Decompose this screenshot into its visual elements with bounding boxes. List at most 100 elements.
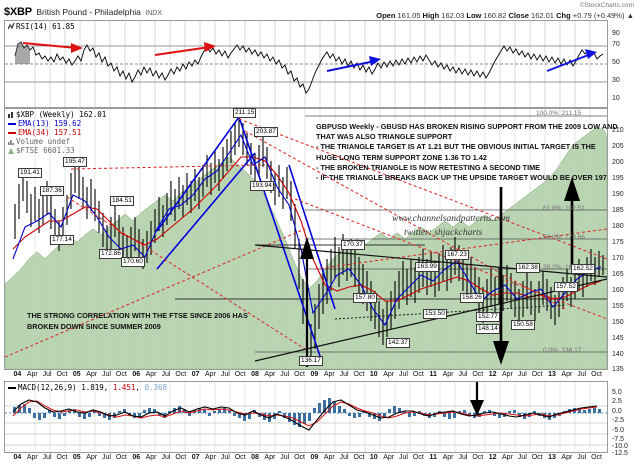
- main-annotation: GBPUSD Weekly - GBUSD HAS BROKEN RISING …: [316, 122, 618, 183]
- x-axis-tick-oct: Oct: [472, 454, 484, 461]
- x-axis-tick-apr: Apr: [145, 371, 157, 378]
- rsi-divergence-arrow: [22, 42, 83, 53]
- price-tick-170: 170: [612, 255, 624, 262]
- rsi-tick-90: 90: [612, 30, 620, 37]
- rsi-tick-10: 10: [612, 95, 620, 102]
- x-axis-tick-apr: Apr: [383, 371, 395, 378]
- price-tick-145: 145: [612, 335, 624, 342]
- macd-legend: MACD(12,26,9) 1.819, 1.451, 0.368: [8, 383, 167, 392]
- x-axis-tick-apr: Apr: [502, 454, 513, 461]
- x-axis-tick-10: 10: [369, 371, 378, 378]
- price-tick-155: 155: [612, 303, 624, 310]
- fib-label-618: 61.8%: 182.51: [543, 205, 585, 212]
- price-tag: 152.77: [476, 312, 500, 322]
- annotation-line-6: - IF THE TRIANGLE BREAKS BACK UP THE UPS…: [316, 173, 607, 183]
- x-axis-tick-apr: Apr: [86, 371, 98, 378]
- price-tag: 170.37: [341, 240, 365, 250]
- x-axis-tick-oct: Oct: [234, 371, 246, 378]
- x-axis-tick-apr: Apr: [205, 454, 216, 461]
- price-tick-165: 165: [612, 271, 624, 278]
- x-axis-tick-jul: Jul: [339, 454, 349, 461]
- chg-label: Chg: [556, 11, 571, 20]
- rsi-legend-text: RSI(14) 61.85: [16, 22, 75, 31]
- x-axis-tick-jul: Jul: [280, 371, 290, 378]
- price-tag: 167.23: [445, 250, 469, 260]
- price-tick-160: 160: [612, 287, 624, 294]
- price-tag: 184.51: [110, 196, 134, 206]
- x-axis-tick-oct: Oct: [115, 454, 127, 461]
- macd-tick-0: 0.0: [612, 408, 622, 415]
- x-axis-tick-oct: Oct: [234, 454, 246, 461]
- ftse-note-line-2: BROKEN DOWN SINCE SUMMER 2009: [27, 322, 161, 331]
- x-axis-tick-jul: Jul: [458, 371, 468, 378]
- price-tag: 162.52: [571, 264, 595, 274]
- chg-up-arrow-icon: ▲: [626, 11, 634, 20]
- x-axis-tick-06: 06: [132, 371, 141, 378]
- price-tick-140: 140: [612, 351, 624, 358]
- price-tick-185: 185: [612, 207, 624, 214]
- x-axis-tick-oct: Oct: [294, 454, 306, 461]
- macd-tick-2p5: 2.5: [612, 398, 622, 405]
- x-axis-tick-04: 04: [13, 371, 22, 378]
- x-axis-bottom: 04 Apr Jul Oct 05 Apr Jul Oct 06 Apr Jul Oct 07 Apr Ju…: [4, 454, 608, 464]
- rising-channel-blue: [156, 116, 256, 270]
- ftse-icon: [8, 147, 15, 154]
- x-axis-tick-jul: Jul: [577, 454, 587, 461]
- x-axis-tick-jul: Jul: [339, 371, 349, 378]
- price-tick-150: 150: [612, 319, 624, 326]
- x-axis-tick-08: 08: [251, 454, 259, 461]
- x-axis-tick-jul: Jul: [399, 371, 408, 378]
- ema34-legend-text: EMA(34) 157.51: [18, 128, 82, 137]
- x-axis-tick-11: 11: [429, 371, 437, 378]
- x-axis-tick-oct: Oct: [591, 371, 603, 378]
- x-axis-tick-oct: Oct: [294, 371, 306, 378]
- open-label: Open: [376, 11, 396, 20]
- annotation-line-3: - THE TRIANGLE TARGET IS AT 1.21 BUT THE…: [316, 142, 596, 152]
- x-axis-tick-oct: Oct: [472, 371, 484, 378]
- x-axis-tick-apr: Apr: [323, 454, 335, 461]
- price-tick-210: 210: [612, 127, 624, 134]
- price-tag: 211.15: [233, 108, 257, 118]
- macd-chart-svg: [5, 382, 607, 452]
- fib-label-382: 38.2%: 164.81: [543, 264, 585, 271]
- x-axis-tick-05: 05: [72, 454, 81, 461]
- macd-legend-name: MACD(12,26,9): [18, 383, 77, 392]
- x-axis-tick-apr: Apr: [383, 454, 395, 461]
- rsi-legend: RSI(14) 61.85: [7, 22, 75, 31]
- x-axis-tick-apr: Apr: [86, 454, 98, 461]
- macd-tick-m10: -10.0: [612, 443, 628, 450]
- rsi-plot-area: [5, 21, 607, 107]
- x-axis-tick-jul: Jul: [399, 454, 408, 461]
- x-axis-tick-oct: Oct: [175, 454, 187, 461]
- x-axis-tick-apr: Apr: [502, 371, 513, 378]
- x-axis-tick-apr: Apr: [442, 454, 454, 461]
- macd-panel: MACD(12,26,9) 1.819, 1.451, 0.368: [4, 381, 608, 453]
- x-axis-tick-apr: Apr: [442, 371, 454, 378]
- x-axis-tick-06: 06: [132, 454, 141, 461]
- symbol-ticker: $XBP: [4, 6, 32, 18]
- price-tag: 195.47: [63, 157, 87, 167]
- x-axis-tick-jul: Jul: [42, 454, 52, 461]
- x-axis-tick-apr: Apr: [323, 371, 335, 378]
- price-tag: 170.60: [121, 257, 145, 267]
- macd-swatch-icon: [8, 387, 16, 389]
- x-axis-tick-11: 11: [429, 454, 437, 461]
- price-tick-205: 205: [612, 143, 624, 150]
- inner-support-line: [334, 304, 566, 320]
- x-axis-tick-apr: Apr: [264, 454, 276, 461]
- price-tag: 203.87: [254, 127, 278, 137]
- macd-tick-m2p5: -2.5: [612, 417, 625, 424]
- chg-value: +0.79 (+0.49%): [572, 11, 625, 20]
- x-axis-tick-oct: Oct: [412, 371, 424, 378]
- annotation-line-1: GBPUSD Weekly - GBUSD HAS BROKEN RISING …: [316, 122, 618, 131]
- x-axis-tick-jul: Jul: [517, 371, 527, 378]
- price-tag: 157.52: [554, 282, 578, 292]
- x-axis-tick-08: 08: [251, 371, 259, 378]
- x-axis-tick-oct: Oct: [175, 371, 187, 378]
- high-value: 162.03: [441, 11, 465, 20]
- annotation-line-2: THAT WAS ALSO TRIANGLE SUPPORT: [316, 132, 453, 142]
- triangle-pattern: [254, 244, 607, 362]
- rsi-trend-arrow-blue-2: [546, 49, 597, 72]
- rsi-tick-70: 70: [612, 41, 620, 48]
